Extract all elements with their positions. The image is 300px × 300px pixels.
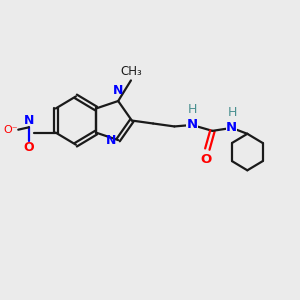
Text: O: O bbox=[23, 141, 34, 154]
Text: N: N bbox=[186, 118, 198, 131]
Text: N: N bbox=[226, 122, 237, 134]
Text: CH₃: CH₃ bbox=[120, 65, 142, 78]
Text: N: N bbox=[24, 114, 34, 127]
Text: O⁻: O⁻ bbox=[4, 125, 18, 135]
Text: N: N bbox=[113, 85, 123, 98]
Text: N: N bbox=[106, 134, 117, 147]
Text: H: H bbox=[188, 103, 197, 116]
Text: H: H bbox=[228, 106, 237, 119]
Text: O: O bbox=[200, 153, 211, 166]
